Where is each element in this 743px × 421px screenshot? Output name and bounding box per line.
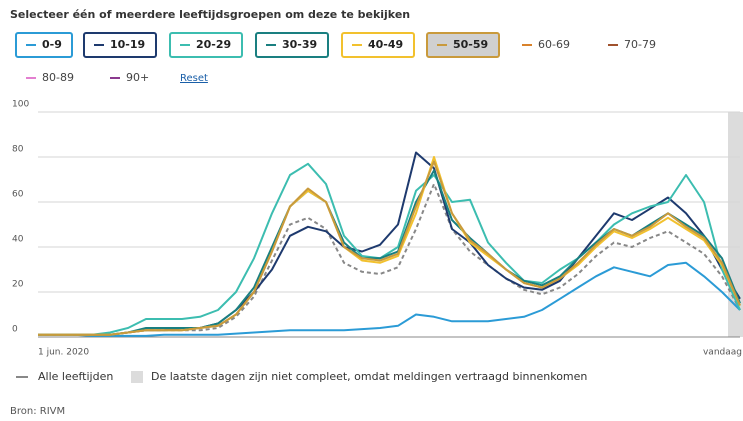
age-button[interactable]: 50-59: [426, 32, 500, 58]
button-label: 30-39: [282, 38, 317, 51]
source: Bron: RIVM: [10, 406, 65, 417]
age-button[interactable]: 80-89: [16, 66, 86, 90]
series-line: [38, 162, 741, 336]
overall-line: [38, 183, 741, 336]
series-line: [38, 261, 741, 337]
series-line: [38, 151, 741, 336]
button-label: 50-59: [453, 38, 488, 51]
x-tick-label: vandaag: [703, 348, 742, 358]
series-line: [38, 160, 741, 336]
incomplete-note: De laatste dagen zijn niet compleet, omd…: [151, 370, 587, 383]
y-tick-label: 80: [12, 145, 24, 155]
series-line: [38, 156, 741, 336]
y-tick-label: 0: [12, 325, 18, 335]
y-tick-label: 20: [12, 280, 24, 290]
legend-overall-label: Alle leeftijden: [38, 370, 113, 383]
button-frame[interactable]: [341, 32, 415, 58]
age-button[interactable]: 70-79: [598, 33, 668, 57]
age-button[interactable]: 40-49: [341, 32, 415, 58]
x-tick-label: 1 jun. 2020: [38, 348, 89, 358]
button-frame[interactable]: [255, 32, 329, 58]
button-label: 60-69: [538, 38, 570, 51]
age-button[interactable]: 20-29: [169, 32, 243, 58]
age-button[interactable]: 60-69: [512, 33, 582, 57]
y-tick-label: 60: [12, 190, 24, 200]
age-button[interactable]: 30-39: [255, 32, 329, 58]
button-label: 80-89: [42, 71, 74, 84]
button-frame[interactable]: [426, 32, 500, 58]
age-button[interactable]: 10-19: [83, 32, 157, 58]
reset-link[interactable]: Reset: [180, 73, 208, 84]
y-tick-label: 40: [12, 235, 24, 245]
y-tick-label: 100: [12, 100, 29, 110]
button-label: 40-49: [368, 38, 403, 51]
incomplete-swatch: [131, 371, 143, 383]
button-label: 70-79: [624, 38, 656, 51]
button-label: 20-29: [196, 38, 231, 51]
age-button[interactable]: 0-9: [15, 32, 73, 58]
button-frame[interactable]: [83, 32, 157, 58]
button-label: 0-9: [42, 38, 62, 51]
chart-title: Selecteer één of meerdere leeftijdsgroep…: [10, 8, 410, 21]
age-button[interactable]: 90+: [100, 66, 170, 90]
button-frame[interactable]: [15, 32, 73, 58]
button-frame[interactable]: [169, 32, 243, 58]
button-label: 90+: [126, 71, 149, 84]
button-label: 10-19: [110, 38, 145, 51]
